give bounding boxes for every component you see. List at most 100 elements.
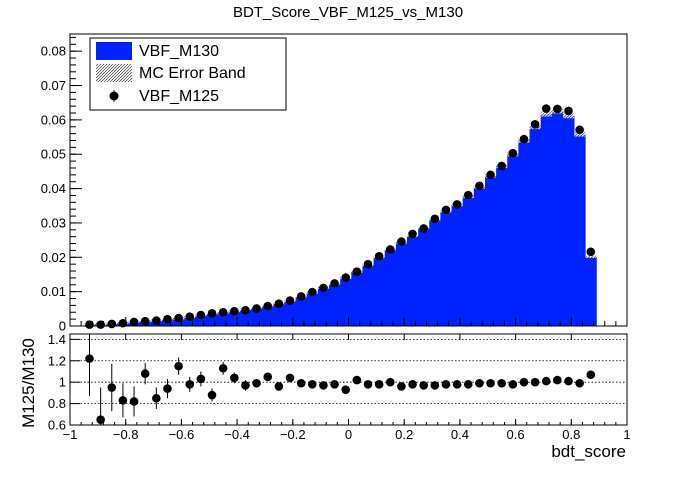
data-point	[96, 320, 105, 329]
data-point	[218, 307, 228, 317]
error-band-segment	[540, 111, 552, 117]
data-point	[385, 245, 395, 254]
error-band-segment	[585, 255, 597, 258]
main-panel: 0 0.01 0.02 0.03 0.04 0.05 0.06 0.07 0.08	[41, 33, 628, 334]
histogram-bar	[496, 166, 508, 326]
data-point	[140, 316, 150, 326]
data-point	[319, 283, 328, 293]
x-tick-label: −0.6	[169, 427, 195, 442]
x-tick-label: 0.6	[507, 427, 525, 442]
legend-label-vbf-m125: VBF_M125	[139, 88, 219, 105]
histogram-bar	[462, 196, 475, 326]
histogram-bar	[574, 134, 586, 326]
ratio-point	[174, 361, 183, 371]
ratio-point	[263, 372, 273, 382]
ratio-point	[341, 385, 351, 394]
histogram-bar	[217, 312, 230, 326]
error-band-segment	[562, 113, 575, 119]
ratio-point	[129, 397, 139, 406]
ratio-point	[430, 381, 440, 390]
data-point	[274, 299, 284, 308]
y-tick-label: 0.02	[41, 250, 66, 265]
y-tick-label: 0.08	[41, 44, 66, 59]
ratio-point	[463, 380, 473, 389]
histogram-bar	[507, 154, 519, 326]
histogram-bar	[529, 126, 542, 327]
histogram-bar	[406, 235, 419, 326]
histogram-bar	[239, 309, 252, 326]
ratio-point	[252, 378, 261, 388]
data-point	[230, 306, 239, 316]
histogram-bar	[284, 300, 296, 326]
ratio-point	[118, 396, 128, 405]
ratio-point	[152, 393, 161, 403]
histogram-bar	[295, 296, 308, 326]
x-tick-label: 0.2	[395, 427, 413, 442]
ratio-point	[330, 380, 339, 389]
data-point	[575, 125, 584, 135]
data-point	[352, 267, 362, 277]
histogram-bar	[306, 292, 319, 326]
histogram-bar	[562, 115, 575, 326]
y-tick-label: 0.05	[41, 147, 66, 162]
ratio-point	[553, 375, 562, 385]
histogram-bar	[317, 287, 330, 326]
ratio-point	[564, 376, 573, 386]
x-tick-label: −0.4	[224, 427, 250, 442]
histogram-bar	[228, 311, 241, 326]
chart-title: BDT_Score_VBF_M125_vs_M130	[233, 4, 463, 21]
histogram-bar	[429, 219, 441, 326]
y-tick-label: 0.07	[41, 78, 66, 93]
data-point	[263, 301, 273, 311]
histogram-bar	[518, 140, 530, 326]
x-tick-label: 0.4	[451, 427, 469, 442]
ratio-point	[497, 378, 506, 388]
data-point	[486, 170, 495, 180]
ratio-point	[285, 373, 295, 383]
ratio-point	[230, 373, 239, 383]
ratio-point	[85, 354, 94, 363]
ratio-point	[241, 381, 250, 390]
legend-swatch-vbf-m130	[96, 42, 132, 60]
ratio-point	[207, 390, 217, 400]
y-tick-label: 0.03	[41, 215, 66, 230]
histogram-bar	[440, 211, 452, 326]
data-point	[118, 318, 128, 328]
data-point	[586, 247, 596, 257]
histogram-bar	[451, 204, 464, 326]
ratio-point	[385, 377, 395, 387]
ratio-point	[140, 369, 150, 378]
ratio-point	[397, 382, 406, 391]
histogram-bar	[473, 187, 486, 326]
y-tick-label: 0.01	[41, 284, 66, 299]
ratio-point	[586, 370, 596, 379]
histogram-bar	[373, 257, 386, 326]
histogram-bar	[340, 278, 352, 326]
data-point	[397, 237, 406, 246]
ratio-point	[196, 374, 206, 384]
ratio-panel: −1 −0.8 −0.6 −0.4 −0.2 0 0.2 0.4 0.6 0.8 1 0.6 0.8 1 1…	[48, 332, 631, 442]
ratio-point	[575, 378, 584, 388]
data-point	[296, 292, 306, 301]
data-point	[475, 181, 484, 191]
ratio-y-tick-label: 1	[59, 375, 66, 390]
histogram-bar	[206, 313, 219, 326]
ratio-point	[541, 376, 551, 386]
histogram-bar	[585, 256, 597, 326]
ratio-point	[419, 381, 428, 390]
ratio-point	[408, 380, 417, 389]
x-tick-label: 1	[623, 427, 630, 442]
data-point	[85, 320, 94, 329]
ratio-y-tick-label: 1.4	[48, 332, 66, 347]
data-point	[508, 148, 518, 158]
legend-swatch-error-band	[96, 64, 132, 82]
ratio-point	[519, 377, 529, 387]
histogram-bar	[418, 228, 430, 326]
ratio-y-tick-label: 1.2	[48, 353, 66, 368]
ratio-point	[352, 375, 362, 385]
ratio-point	[374, 380, 384, 389]
data-point	[363, 259, 373, 269]
histogram-bar	[484, 175, 497, 326]
data-point	[129, 317, 139, 327]
